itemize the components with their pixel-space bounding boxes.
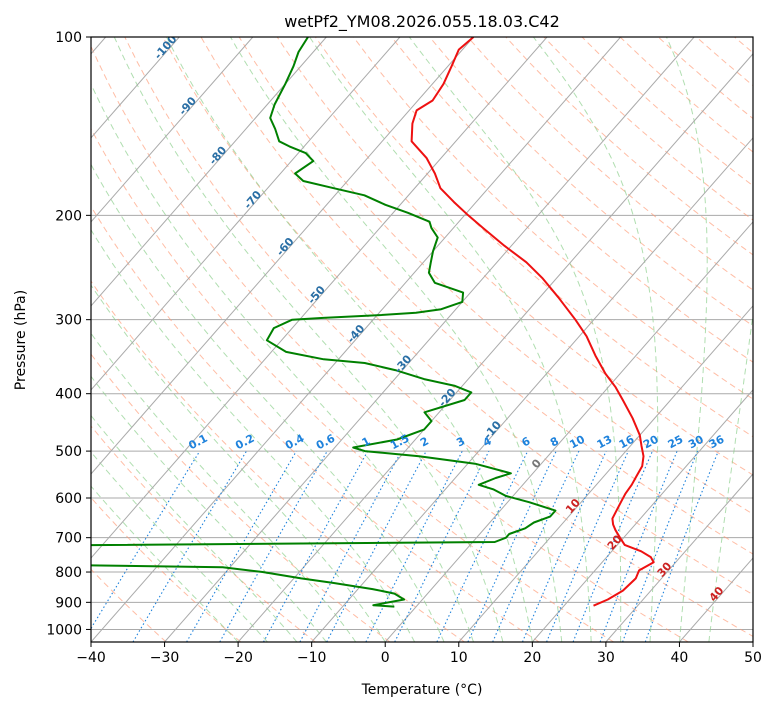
y-tick-label: 600: [55, 491, 82, 507]
mixing-ratio-label: 20: [641, 433, 661, 452]
dry-adiabat: [467, 37, 753, 291]
isotherm-line: [237, 53, 753, 642]
moist-adiabat: [91, 163, 445, 642]
x-tick-label: 0: [381, 650, 390, 666]
x-tick-label: −10: [297, 650, 327, 666]
x-tick-label: 30: [597, 650, 615, 666]
y-tick-label: 900: [55, 595, 82, 611]
moist-adiabat: [91, 83, 474, 642]
dry-adiabat: [429, 37, 753, 327]
y-tick-label: 300: [55, 313, 82, 329]
mixing-ratio-line: [91, 450, 201, 630]
mixing-ratio-line: [572, 450, 654, 642]
isotherm-line: [164, 37, 695, 642]
isotherm-line: [91, 37, 621, 642]
moist-adiabat: [91, 451, 268, 642]
sounding-series: [91, 37, 655, 608]
x-tick-label: 20: [523, 650, 541, 666]
moist-adiabat: [708, 310, 753, 642]
dry-adiabat: [391, 37, 753, 363]
isotherm-line: [91, 37, 254, 223]
isotherm-line: [91, 37, 401, 391]
mixing-ratio-line: [299, 450, 402, 642]
moist-adiabat: [91, 284, 386, 642]
mixing-ratio-label: 25: [666, 433, 686, 452]
y-tick-label: 800: [55, 565, 82, 581]
dry-adiabat: [91, 205, 540, 642]
temperature-line: [410, 37, 655, 607]
pressure-gridlines: [91, 37, 753, 630]
dry-adiabat: [91, 496, 242, 642]
mixing-ratio-line: [492, 450, 580, 642]
mixing-ratio-line: [622, 450, 699, 642]
y-axis-ticks: 100 200 300 400 500 600 700 800 900 1000: [46, 30, 91, 638]
isotherm-line: [458, 305, 753, 642]
dry-adiabat: [91, 425, 316, 642]
mixing-ratio-label: 36: [707, 433, 727, 452]
moist-adiabat: [113, 37, 504, 642]
x-tick-label: 40: [671, 650, 689, 666]
x-tick-label: −40: [76, 650, 106, 666]
moist-adiabat: [230, 37, 563, 642]
moist-adiabat: [408, 37, 622, 642]
dry-adiabat: [91, 568, 167, 642]
x-tick-label: −30: [150, 650, 180, 666]
mixing-ratio-line: [644, 450, 719, 642]
moist-adiabat: [91, 485, 239, 642]
isotherm-line: [384, 221, 753, 642]
moist-adiabat: [91, 414, 298, 642]
y-tick-label: 700: [55, 531, 82, 547]
dry-adiabats: [91, 37, 753, 642]
isotherm-line: [91, 37, 327, 307]
y-tick-label: 400: [55, 387, 82, 403]
mixing-ratio-label: 30: [686, 433, 706, 452]
x-tick-label: 10: [450, 650, 468, 666]
isotherms: [91, 37, 753, 642]
moist-adiabat: [666, 37, 708, 642]
x-tick-label: 50: [744, 650, 762, 666]
y-tick-label: 200: [55, 208, 82, 224]
moist-adiabat: [309, 37, 592, 642]
dry-adiabat: [91, 45, 689, 642]
mixing-ratio-line: [546, 450, 629, 642]
mixing-ratio-lines: [91, 450, 719, 642]
mixing-ratio-label: 16: [617, 433, 637, 452]
isotherm-line: [531, 389, 753, 642]
dry-adiabat: [124, 37, 753, 638]
y-tick-label: 1000: [46, 622, 82, 638]
chart-title: wetPf2_YM08.2026.055.18.03.C42: [284, 12, 560, 32]
mixing-ratio-line: [263, 450, 369, 642]
moist-adiabats: [91, 37, 753, 642]
plot-frame: [90, 36, 754, 643]
x-tick-label: −20: [223, 650, 253, 666]
moist-adiabat: [91, 332, 357, 642]
plot-area: -100-90-80-70-60-50-40-30-20-10010203040…: [91, 37, 753, 642]
y-tick-label: 500: [55, 444, 82, 460]
isotherm-line: [91, 37, 474, 475]
x-axis-label: Temperature (°C): [361, 682, 483, 698]
y-axis-label: Pressure (hPa): [13, 290, 29, 390]
moist-adiabat: [533, 37, 659, 642]
mixing-ratio-line: [365, 450, 463, 642]
mixing-ratio-line: [394, 450, 490, 642]
isotherm-line: [605, 473, 753, 642]
y-tick-label: 100: [55, 30, 82, 46]
dewpoint-line: [91, 37, 557, 608]
x-axis-ticks: −40 −30 −20 −10 0 10 20 30 40 50: [76, 642, 762, 666]
dry-adiabat: [91, 280, 465, 642]
mixing-ratio-line: [599, 450, 678, 642]
mixing-ratio-line: [521, 450, 607, 642]
isotherm-line: [91, 37, 548, 559]
mixing-ratio-label: 10: [567, 433, 587, 452]
mixing-ratio-label: 13: [595, 433, 615, 452]
mixing-ratio-line: [219, 450, 328, 642]
moist-adiabat: [91, 375, 327, 642]
